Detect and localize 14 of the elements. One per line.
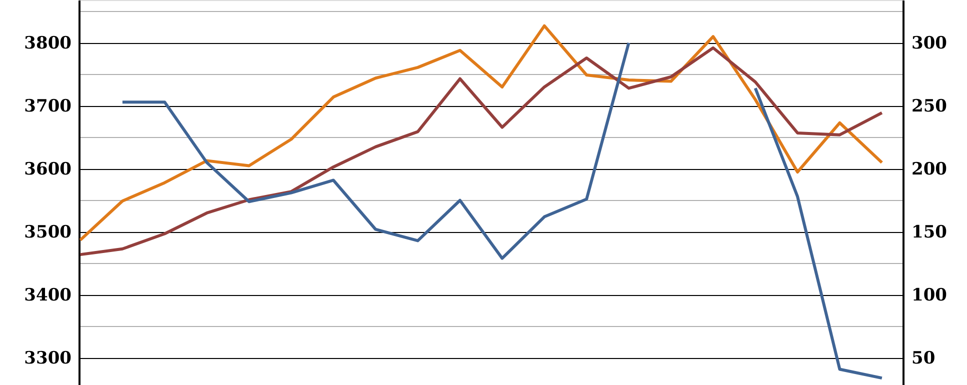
y-tick-label: 3700 <box>24 96 72 116</box>
y-tick-label: 3400 <box>24 285 72 306</box>
y-tick-label: 3600 <box>24 159 72 180</box>
y2-tick-label: 250 <box>912 96 948 116</box>
y2-tick-label: 150 <box>912 222 948 242</box>
y-tick-label: 3300 <box>24 348 72 368</box>
line-series <box>78 24 884 242</box>
y2-tick-label: 200 <box>912 159 948 180</box>
y-tick-label: 3500 <box>24 222 72 242</box>
y2-tick-label: 300 <box>912 33 948 54</box>
line-series <box>78 46 884 256</box>
y2-tick-label: 50 <box>912 348 936 368</box>
y-tick-label: 3800 <box>24 33 72 54</box>
y2-tick-label: 100 <box>912 285 948 306</box>
